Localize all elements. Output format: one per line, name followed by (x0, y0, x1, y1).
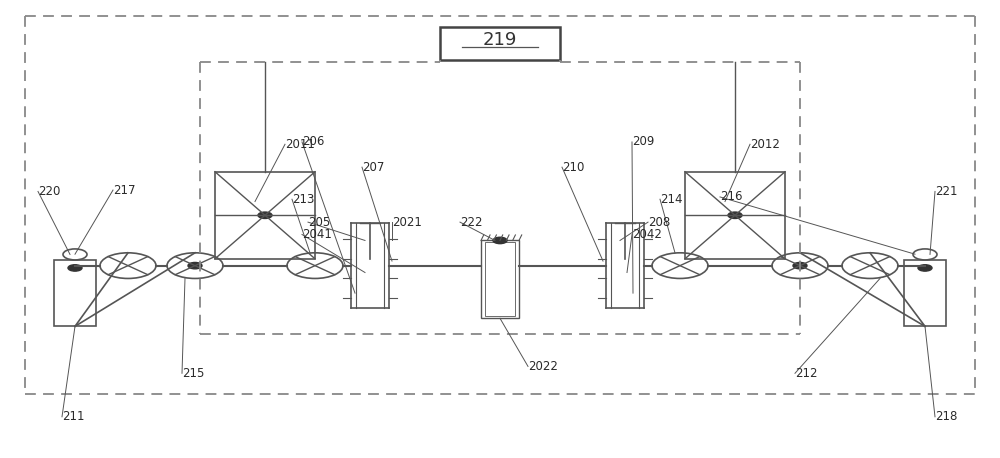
Text: 220: 220 (38, 185, 60, 198)
Text: 219: 219 (483, 31, 517, 49)
Text: 208: 208 (648, 216, 670, 229)
Text: 213: 213 (292, 193, 314, 206)
Bar (54, 260, 96, 327)
Text: 222: 222 (460, 216, 482, 229)
Circle shape (188, 262, 202, 269)
Bar (904, 260, 946, 327)
Text: 2011: 2011 (285, 138, 315, 151)
Text: 207: 207 (362, 161, 384, 174)
Circle shape (913, 249, 937, 260)
Text: 210: 210 (562, 161, 584, 174)
Text: 215: 215 (182, 367, 204, 380)
Text: 221: 221 (935, 185, 958, 198)
Circle shape (918, 265, 932, 271)
Text: 211: 211 (62, 410, 84, 423)
Circle shape (728, 212, 742, 218)
Text: 209: 209 (632, 136, 654, 148)
Circle shape (68, 265, 82, 271)
Text: 2021: 2021 (392, 216, 422, 229)
Text: 217: 217 (113, 184, 136, 196)
Circle shape (63, 249, 87, 260)
Circle shape (793, 262, 807, 269)
Text: 205: 205 (308, 216, 330, 229)
Circle shape (493, 237, 507, 244)
Text: 212: 212 (795, 367, 818, 380)
Text: 2042: 2042 (632, 228, 662, 241)
Text: 2012: 2012 (750, 138, 780, 151)
Text: 206: 206 (302, 136, 324, 148)
Text: 216: 216 (720, 191, 742, 203)
Text: 214: 214 (660, 193, 682, 206)
Text: 2041: 2041 (302, 228, 332, 241)
Bar (481, 240, 519, 318)
Bar (440, 27, 560, 60)
Bar (485, 242, 515, 316)
Circle shape (258, 212, 272, 218)
Text: 218: 218 (935, 410, 957, 423)
Text: 2022: 2022 (528, 360, 558, 373)
